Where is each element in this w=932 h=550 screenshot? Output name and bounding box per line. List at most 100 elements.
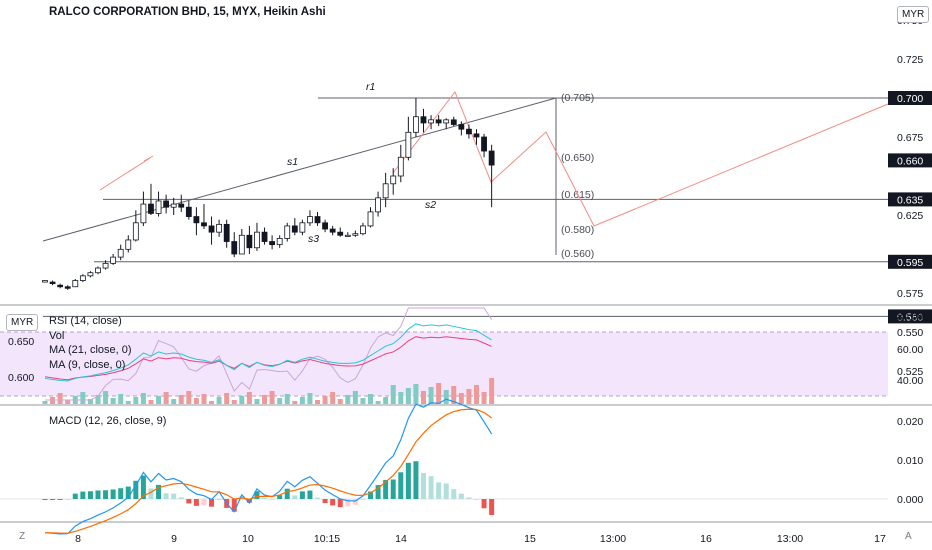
volume-bar: [337, 399, 343, 404]
candle-body: [155, 200, 162, 214]
candle-body: [344, 234, 351, 237]
macd-histogram-bar: [262, 497, 268, 499]
volume-bar: [133, 397, 139, 404]
ma9-label[interactable]: MA (9, close, 0): [49, 358, 126, 371]
volume-bar: [140, 393, 146, 404]
macd-histogram-bar: [246, 499, 252, 503]
volume-bar: [428, 387, 434, 404]
time-tick-label: 10:15: [314, 533, 340, 545]
candle-body: [261, 231, 268, 242]
vol-label[interactable]: Vol: [49, 329, 65, 342]
time-tick-label: 16: [700, 533, 712, 545]
candle-body: [193, 216, 200, 224]
rsi-line: [45, 307, 493, 401]
volume-bar: [307, 393, 313, 404]
candle-body: [473, 133, 480, 138]
macd-histogram-bar: [209, 499, 215, 507]
volume-bar: [473, 385, 479, 404]
volume-bar: [443, 390, 449, 404]
volume-bar: [284, 394, 290, 404]
candle-body: [322, 222, 328, 230]
candle-body: [110, 256, 117, 264]
ma21-line: [44, 336, 492, 381]
volume-bar: [110, 398, 116, 404]
macd-histogram-bar: [299, 491, 305, 499]
macd-histogram-bar: [87, 491, 93, 499]
candle-body: [375, 197, 381, 213]
macd-histogram-bar: [473, 499, 479, 500]
macd-histogram-bar: [254, 491, 260, 499]
candle-body: [314, 216, 321, 224]
rsi-tick-label: 40.00: [897, 375, 923, 387]
candle-body: [79, 275, 86, 281]
candle-body: [140, 203, 147, 224]
macd-histogram-bar: [42, 499, 48, 500]
volume-bar: [262, 395, 268, 404]
macd-histogram-bar: [171, 493, 177, 499]
candle-body: [170, 203, 177, 208]
rsi-tick-label: 80.00: [897, 311, 923, 323]
sub-price-tick-label: 0.600: [8, 372, 34, 384]
candle-body: [95, 267, 101, 274]
price-badge-label: 0.700: [897, 93, 923, 105]
fib-label: (0.560): [561, 248, 594, 260]
macd-histogram-bar: [118, 488, 124, 499]
macd-histogram-bar: [125, 486, 131, 499]
volume-bar: [345, 395, 351, 404]
sub-price-tick-label: 0.650: [8, 336, 34, 348]
volume-bar: [103, 391, 109, 404]
candle-body: [390, 175, 397, 185]
timezone-corner[interactable]: Z: [19, 531, 26, 542]
price-tick-label: 0.675: [897, 132, 923, 144]
currency-badge[interactable]: MYR: [897, 6, 930, 23]
candle-body: [291, 225, 298, 233]
time-tick-label: 13:00: [777, 533, 803, 545]
ma21-label[interactable]: MA (21, close, 0): [49, 344, 132, 356]
sub-currency-badge[interactable]: MYR: [6, 314, 39, 331]
macd-histogram-bar: [337, 499, 343, 508]
time-tick-label: 9: [171, 533, 177, 545]
candle-body: [201, 222, 207, 227]
volume-bar: [315, 400, 321, 404]
macd-histogram-bar: [231, 499, 237, 512]
volume-bar: [80, 392, 86, 404]
level-label-s3: s3: [308, 233, 319, 245]
volume-bar: [125, 401, 131, 404]
macd-histogram-bar: [95, 490, 101, 499]
volume-bar: [292, 401, 298, 404]
rsi-label[interactable]: RSI (14, close): [49, 315, 122, 327]
candle-body: [488, 150, 495, 166]
time-tick-label: 10: [242, 533, 254, 545]
macd-histogram-bar: [216, 498, 222, 500]
volume-bar: [156, 396, 162, 404]
volume-bar: [231, 400, 237, 404]
macd-histogram-bar: [315, 497, 321, 499]
time-tick-label: 13:00: [600, 533, 626, 545]
candle-body: [450, 119, 457, 125]
macd-tick-label: 0.010: [897, 455, 923, 467]
macd-histogram-bar: [186, 499, 192, 504]
candle-body: [329, 228, 336, 233]
candle-body: [178, 203, 185, 208]
candle-body: [254, 231, 260, 249]
volume-bar: [489, 378, 495, 404]
macd-histogram-bar: [489, 499, 495, 516]
volume-bar: [209, 401, 215, 404]
auto-scale-corner[interactable]: A: [905, 531, 912, 542]
candle-body: [367, 211, 374, 227]
volume-bar: [466, 389, 472, 404]
rsi-band: [0, 332, 888, 396]
macd-histogram-bar: [307, 490, 313, 499]
fib-label: (0.650): [561, 152, 594, 164]
volume-bar: [458, 393, 464, 404]
volume-bar: [375, 401, 381, 404]
candle-body: [238, 234, 245, 255]
volume-bar: [299, 397, 305, 404]
volume-bar: [436, 383, 442, 404]
volume-bar: [57, 393, 63, 404]
macd-histogram-bar: [398, 472, 404, 499]
volume-bar: [193, 398, 199, 404]
macd-label[interactable]: MACD (12, 26, close, 9): [49, 415, 167, 427]
chart-title: RALCO CORPORATION BHD, 15, MYX, Heikin A…: [49, 6, 326, 18]
